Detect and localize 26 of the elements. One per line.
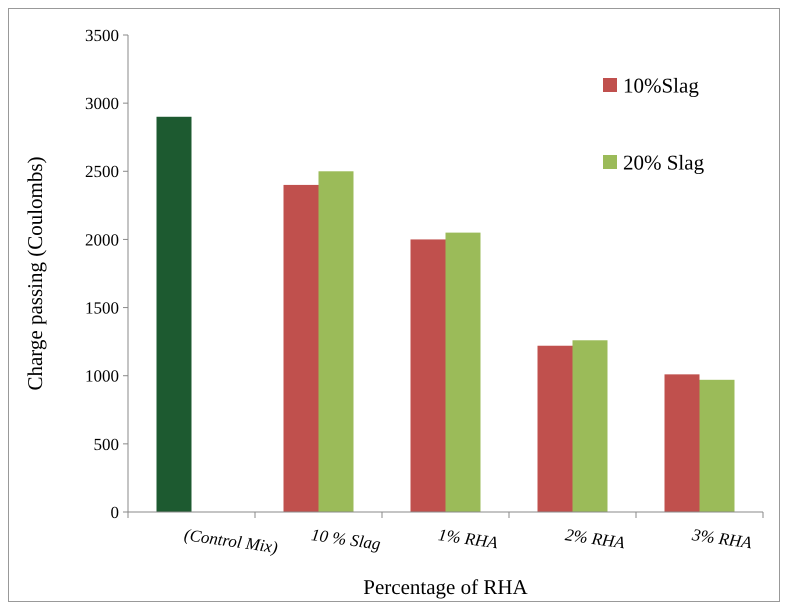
y-tick-label: 1500	[85, 298, 119, 318]
legend-label: 20% Slag	[623, 150, 705, 174]
legend-label: 10%Slag	[623, 73, 700, 98]
bar	[572, 340, 608, 512]
x-tick-label: 2% RHA	[564, 525, 627, 552]
bar	[700, 380, 734, 512]
y-tick-label: 0	[110, 502, 119, 522]
bar	[156, 116, 192, 512]
x-axis-title: Percentage of RHA	[363, 575, 529, 599]
x-tick-label: 10 % Slag	[310, 525, 382, 554]
bar	[284, 184, 318, 512]
y-axis-title: Charge passing (Coulombs)	[23, 156, 47, 391]
x-tick-label: 1% RHA	[436, 525, 500, 552]
y-tick-label: 2000	[85, 230, 119, 250]
y-tick-label: 3000	[85, 94, 119, 114]
y-tick-label: 1000	[85, 366, 119, 386]
x-tick-label: (Control Mix)	[182, 525, 280, 558]
y-tick-label: 2500	[85, 162, 119, 182]
bar	[538, 346, 572, 512]
x-tick-label: 3% RHA	[690, 525, 754, 552]
bar	[318, 171, 354, 512]
bar	[664, 374, 700, 512]
bar	[410, 239, 446, 512]
y-tick-label: 3500	[85, 26, 119, 45]
y-tick-label: 500	[94, 434, 119, 454]
bar	[446, 232, 480, 512]
